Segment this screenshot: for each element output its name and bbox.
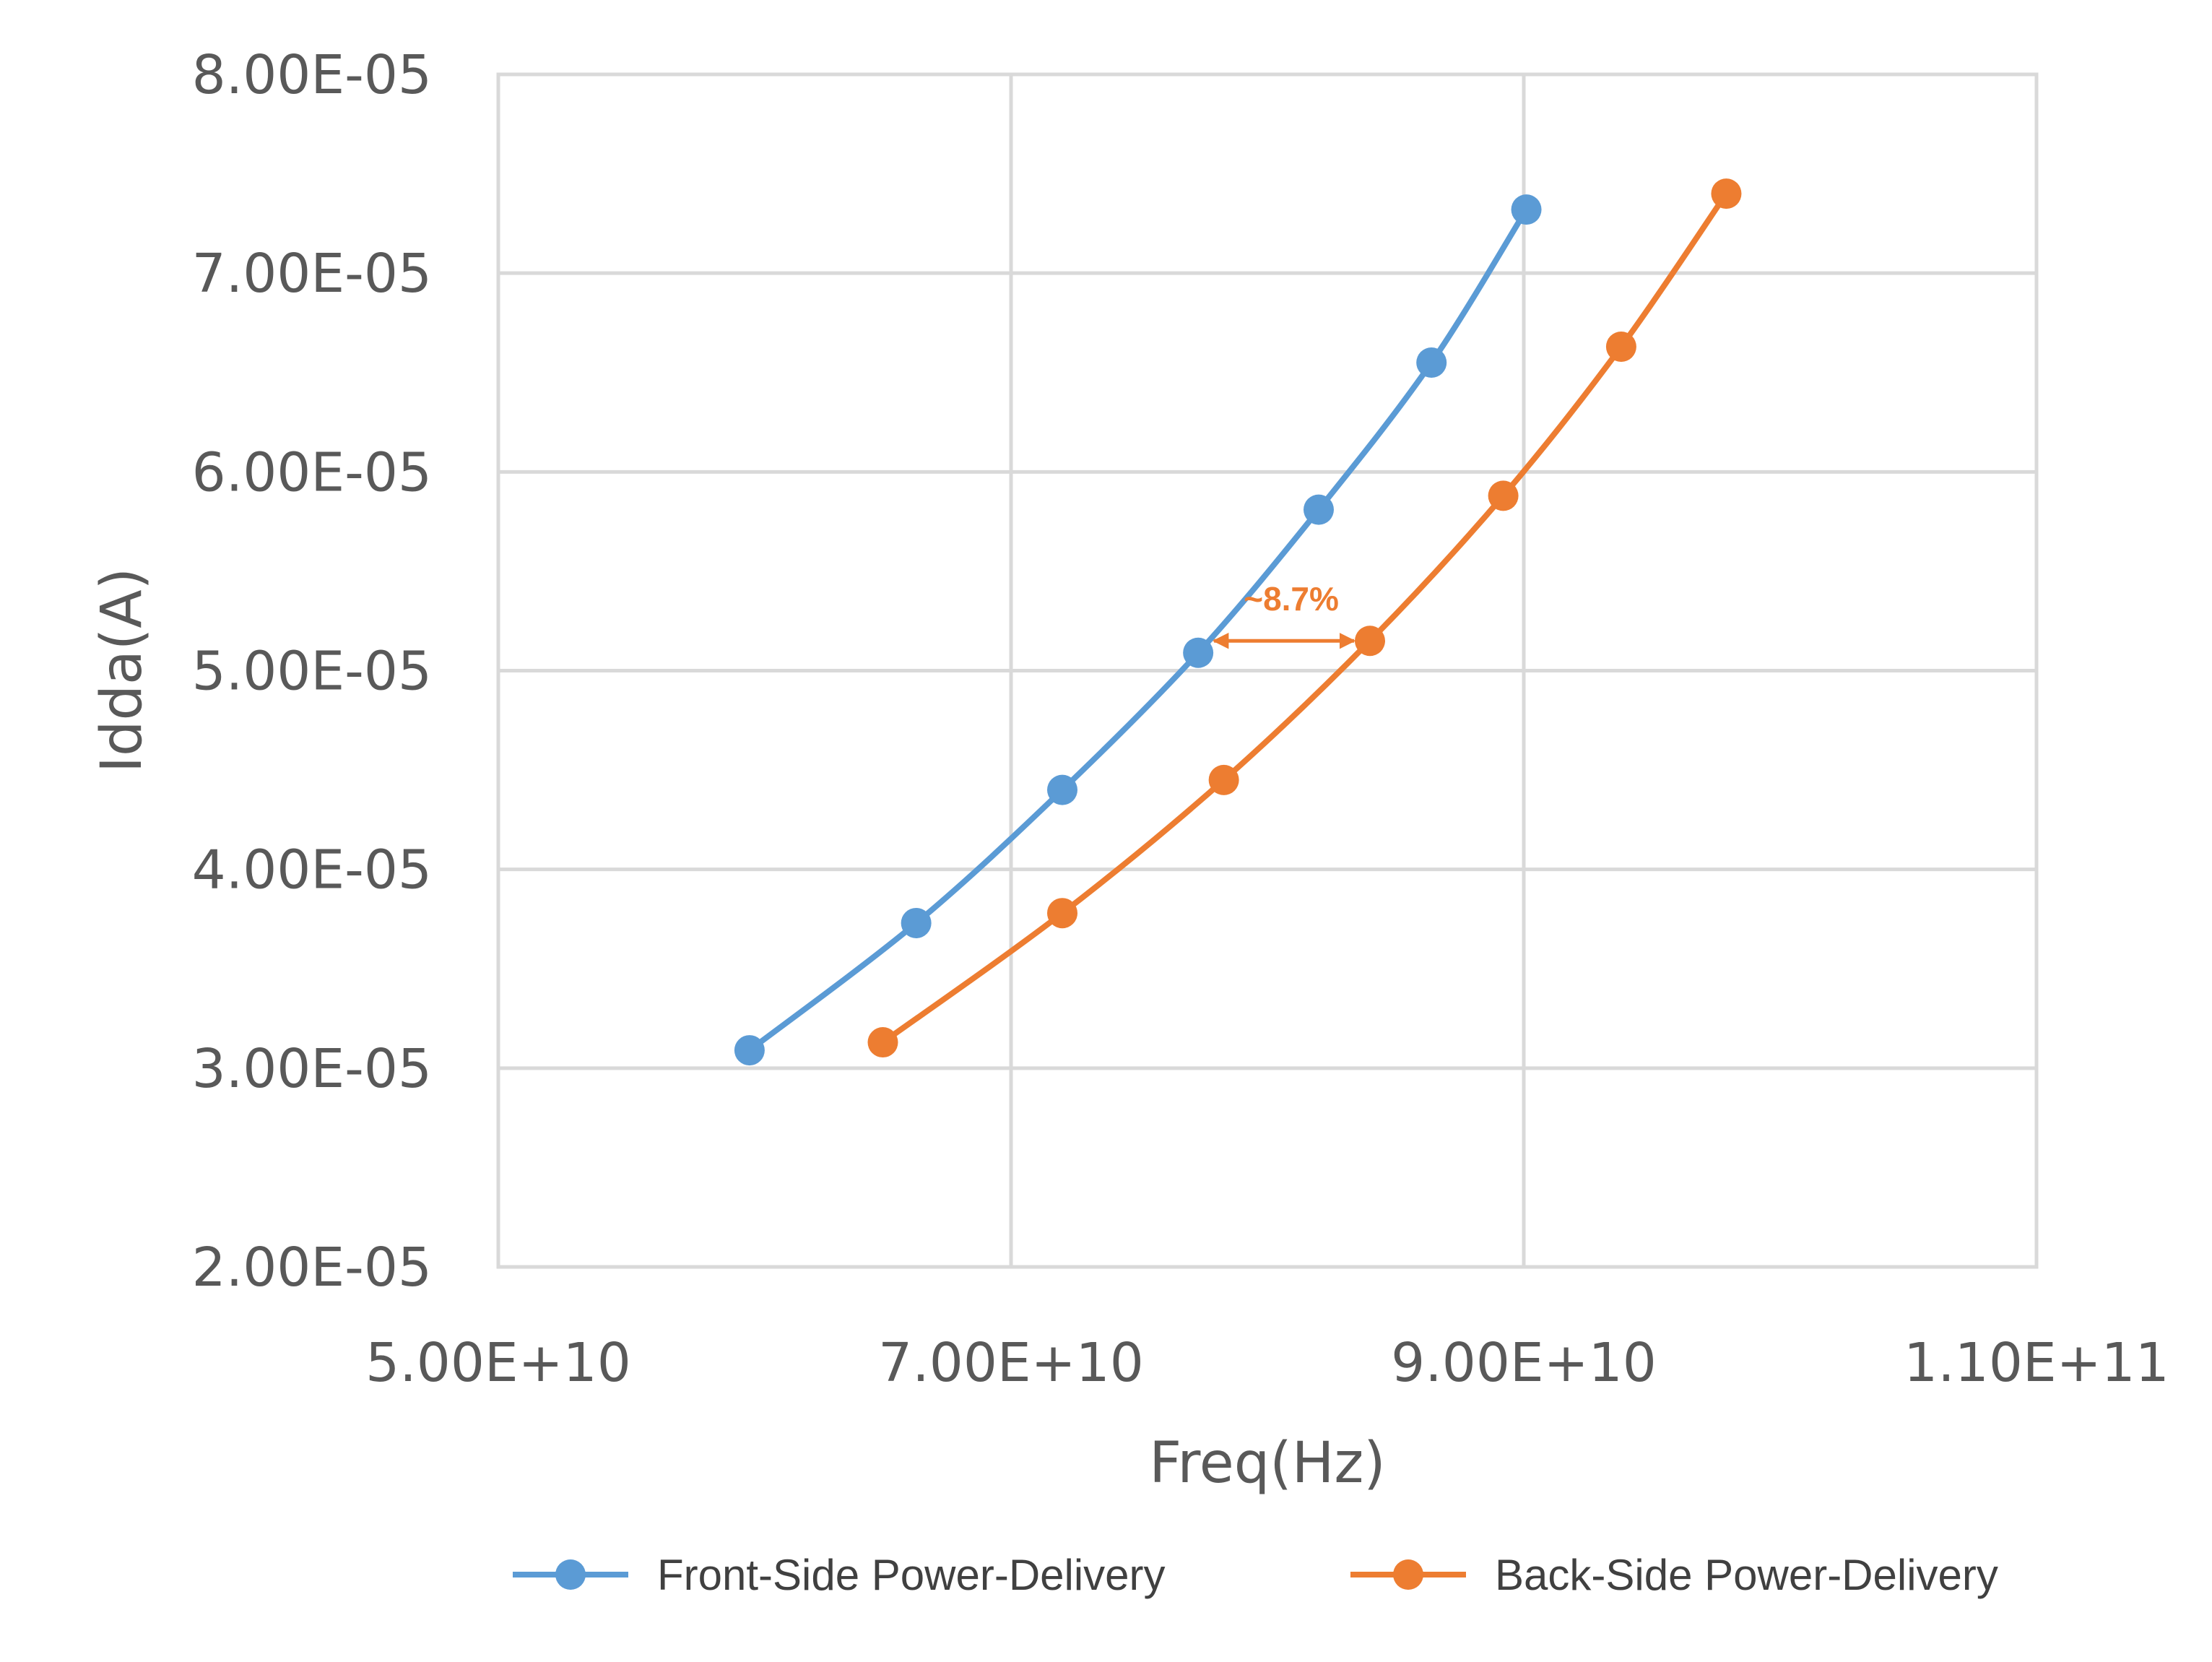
data-point-front-side [1183, 637, 1214, 668]
y-tick-label: 3.00E-05 [192, 1038, 432, 1100]
x-tick-label: 1.10E+11 [1904, 1332, 2169, 1394]
y-axis-title: Idda(A) [90, 568, 155, 773]
annotation-layer: ~8.7% [1212, 580, 1356, 649]
y-tick-label: 7.00E-05 [192, 243, 432, 305]
plot-area-border [496, 72, 2039, 1269]
x-tick-label: 7.00E+10 [878, 1332, 1144, 1394]
data-point-front-side [901, 907, 932, 938]
legend-label-front-side: Front-Side Power-Delivery [657, 1551, 1166, 1599]
series-layer [734, 178, 1742, 1066]
data-point-back-side [1208, 764, 1239, 795]
y-tick-label: 5.00E-05 [192, 641, 432, 703]
data-point-back-side [867, 1027, 898, 1058]
data-point-front-side [1416, 347, 1447, 378]
y-tick-label: 2.00E-05 [192, 1237, 432, 1299]
y-tick-label: 6.00E-05 [192, 441, 432, 503]
data-point-back-side [1047, 898, 1077, 929]
x-axis-title: Freq(Hz) [1149, 1431, 1386, 1496]
data-point-front-side [1047, 774, 1077, 805]
data-point-back-side [1605, 331, 1636, 362]
data-point-back-side [1711, 178, 1742, 209]
x-tick-label: 9.00E+10 [1391, 1332, 1657, 1394]
legend-marker-front-side [555, 1559, 586, 1590]
x-tick-label: 5.00E+10 [365, 1332, 631, 1394]
legend-marker-back-side [1393, 1559, 1423, 1590]
y-tick-label: 8.00E-05 [192, 44, 432, 106]
annotation-label: ~8.7% [1244, 580, 1339, 618]
data-point-back-side [1488, 480, 1519, 511]
data-point-front-side [1304, 494, 1334, 525]
y-tick-label: 4.00E-05 [192, 839, 432, 901]
legend-label-back-side: Back-Side Power-Delivery [1495, 1551, 1998, 1599]
legend: Front-Side Power-Delivery Back-Side Power… [513, 1551, 1998, 1599]
tick-labels: 5.00E+10 7.00E+10 9.00E+10 1.10E+11 2.00E-05… [192, 44, 2169, 1394]
gridlines [498, 74, 2037, 1267]
data-point-back-side [1355, 626, 1385, 657]
data-point-front-side [734, 1035, 765, 1066]
series-line-front-side [746, 207, 1530, 1054]
data-point-front-side [1511, 194, 1542, 225]
